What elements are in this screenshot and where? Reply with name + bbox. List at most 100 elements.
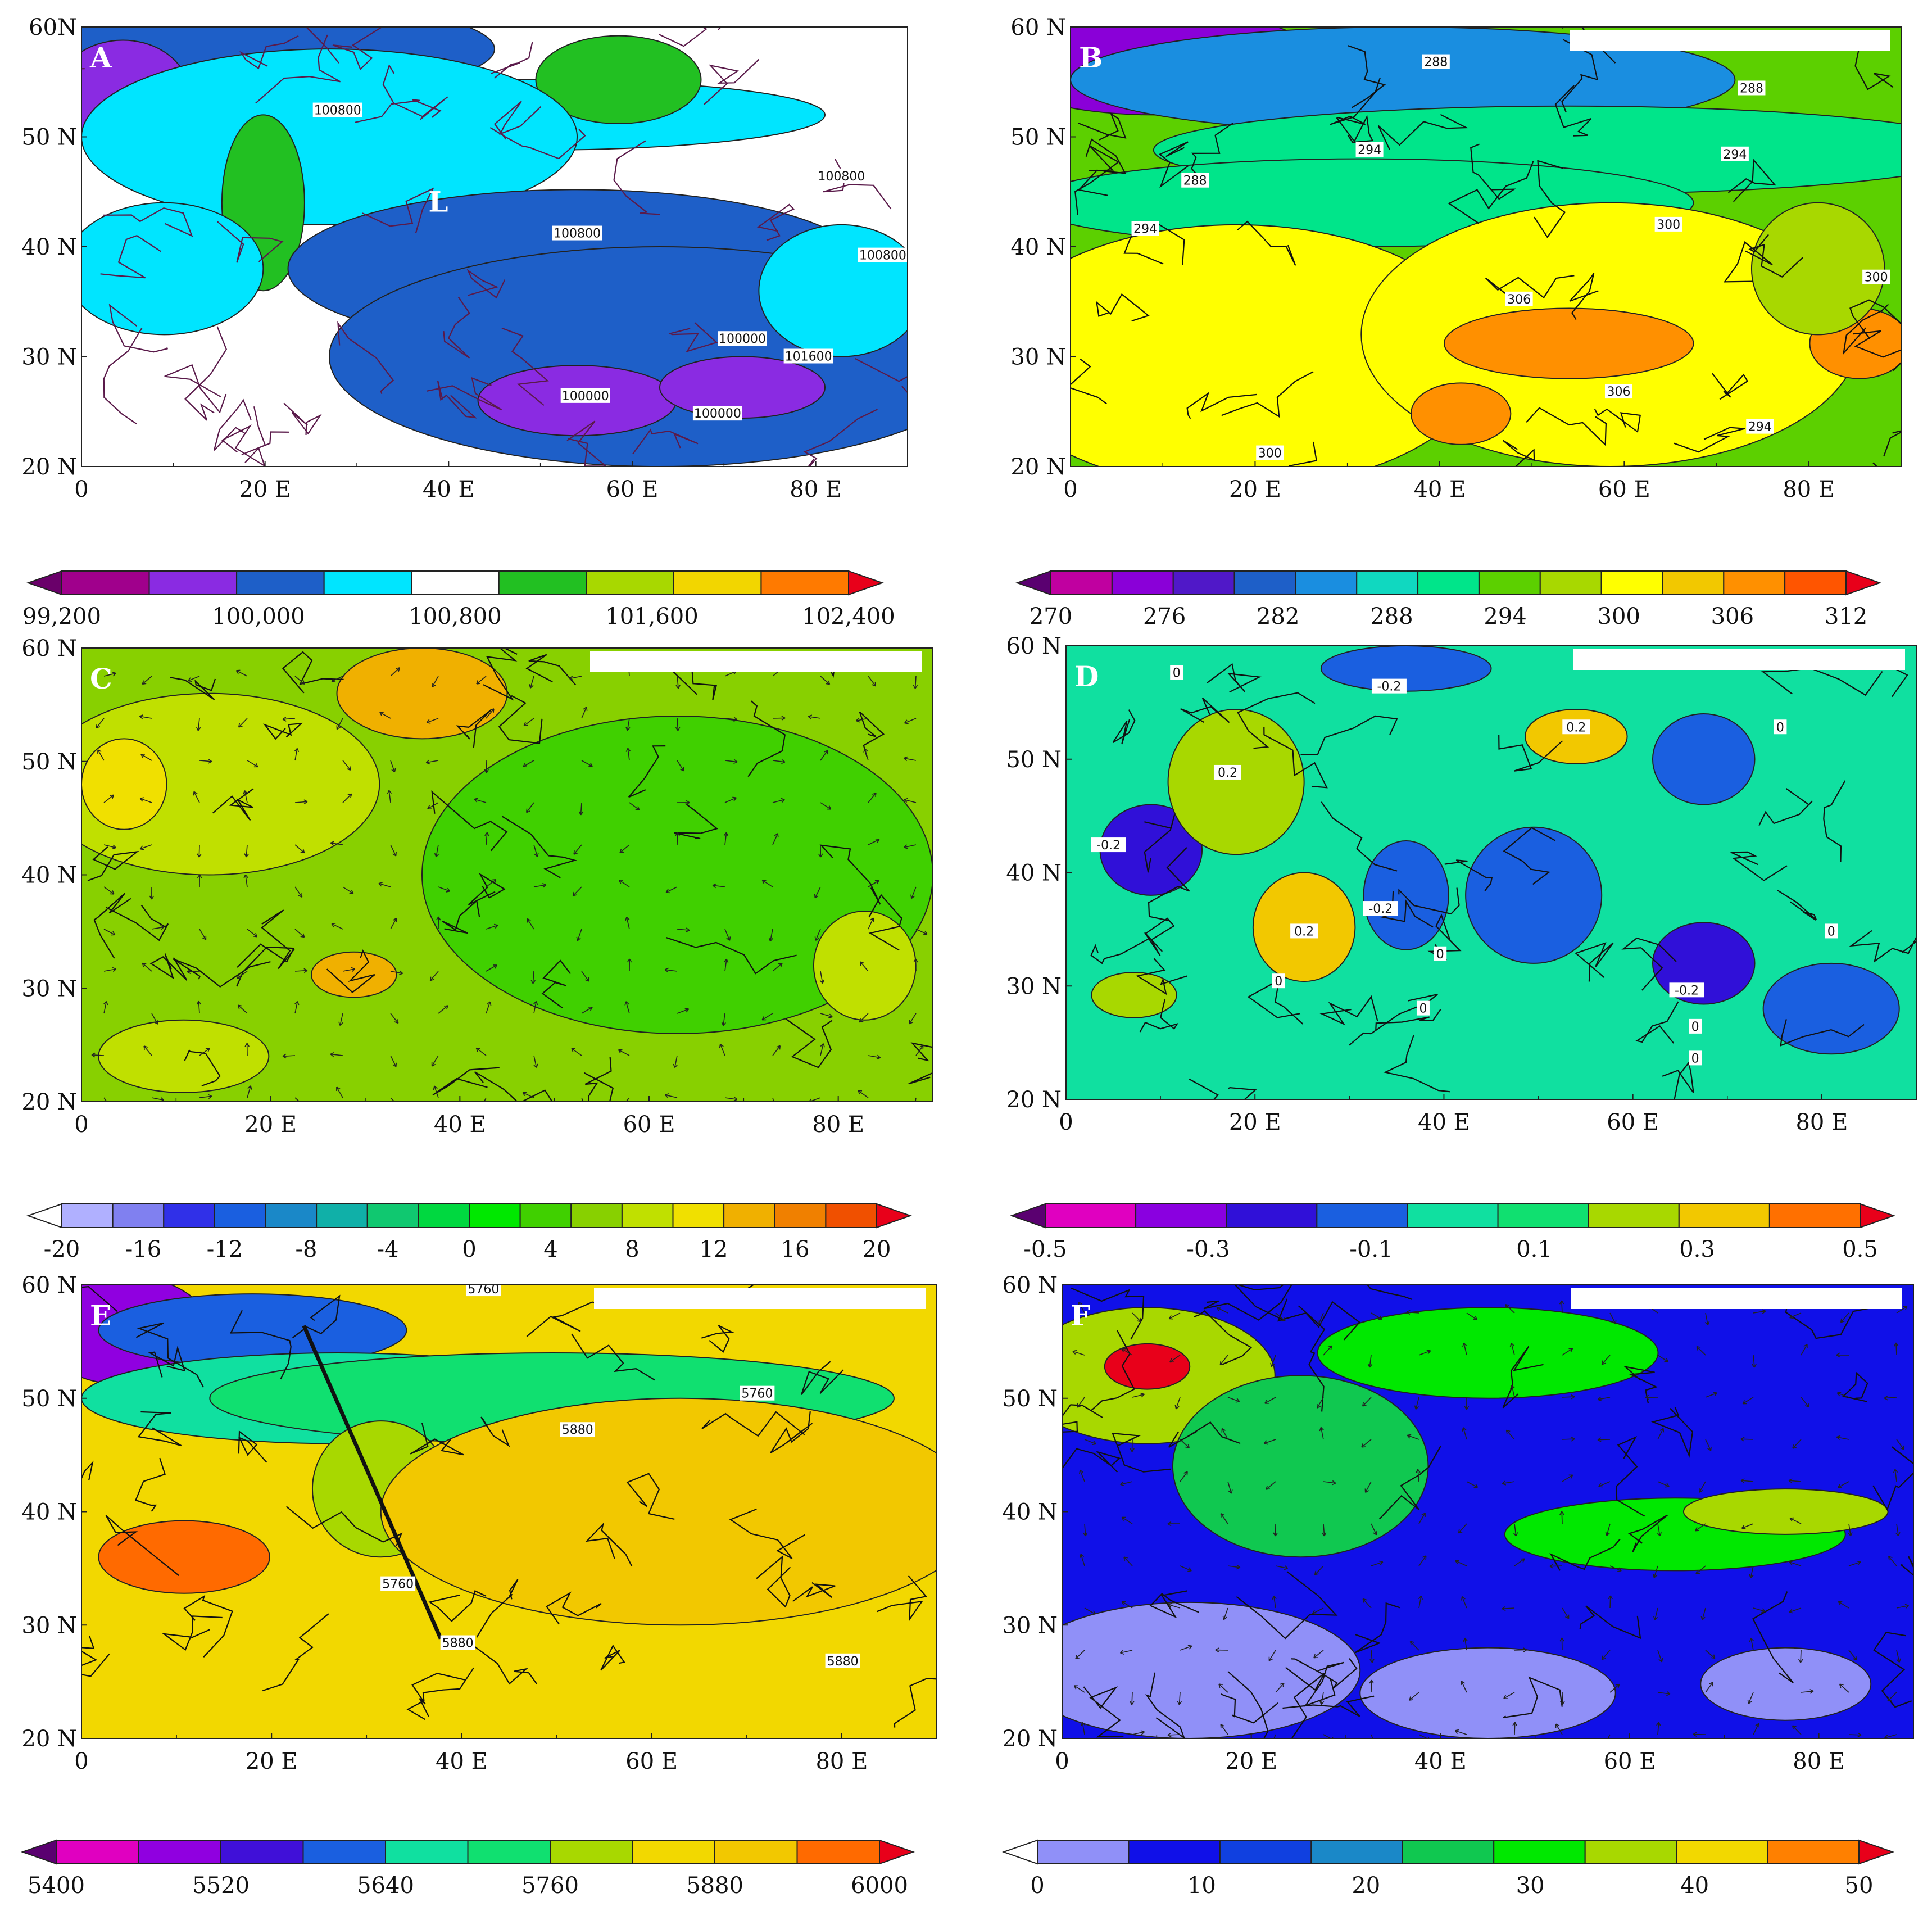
wind-vector-head: [1559, 1300, 1564, 1305]
wind-vector: [1792, 1725, 1802, 1735]
contour-label-box: [312, 102, 362, 117]
map-field: 100800 100800 100800 100800 101600 100000 1000…: [81, 27, 908, 467]
wind-vector-head: [910, 894, 915, 899]
country-border: [585, 1522, 633, 1566]
colorbar-tick-label: 102,400: [802, 604, 895, 630]
lat-tick-label: 50 N: [21, 749, 77, 775]
wind-vector: [1121, 1601, 1133, 1609]
wind-vector-head: [139, 714, 144, 719]
wind-vector: [1801, 1690, 1813, 1693]
country-border: [1300, 715, 1398, 755]
wind-vector-head: [859, 1018, 864, 1023]
lon-tick-label: 0: [74, 477, 88, 502]
wind-vector-head: [336, 1086, 341, 1091]
wind-vector: [1748, 1692, 1754, 1704]
field-region: [1465, 826, 1603, 964]
wind-vector-head: [1426, 1350, 1431, 1355]
colorbar-swatch: [1310, 1840, 1403, 1864]
country-border: [1071, 1287, 1145, 1340]
wind-vector-head: [1121, 1601, 1126, 1605]
lon-tick-label: 80 E: [812, 1112, 864, 1138]
wind-vector-head: [875, 838, 880, 843]
country-border: [103, 207, 193, 237]
wind-vector: [677, 832, 678, 845]
wind-vector-head: [923, 930, 928, 935]
colorbar-swatch: [265, 1203, 318, 1228]
contour-label-box: [380, 1576, 416, 1591]
wind-vector: [1742, 1397, 1754, 1405]
wind-vector-head: [1317, 1320, 1322, 1325]
country-border: [756, 203, 795, 241]
wind-vector-head: [1510, 1384, 1515, 1389]
country-border: [1534, 160, 1566, 238]
wind-vector: [1503, 1692, 1515, 1699]
contour-label: -0.2: [1096, 839, 1121, 853]
colorbar-tick-label: 20: [1352, 1873, 1380, 1899]
wind-vector: [1132, 1393, 1145, 1398]
wind-vector-head: [392, 917, 397, 922]
wind-vector: [1848, 1561, 1861, 1566]
country-border: [1145, 1672, 1185, 1738]
contour-label-box: [1825, 923, 1838, 939]
country-border: [770, 1411, 813, 1453]
colorbar-max-arrow: [876, 1203, 913, 1229]
country-border: [1712, 373, 1749, 400]
wind-vector-head: [909, 1020, 913, 1025]
country-border: [526, 1301, 605, 1337]
country-border: [546, 1591, 602, 1625]
wind-vector-head: [904, 719, 909, 724]
wind-vector: [426, 760, 439, 763]
country-border: [1304, 1661, 1344, 1707]
wind-vector: [151, 926, 164, 930]
wind-vector-head: [193, 791, 198, 796]
country-border: [1289, 441, 1317, 467]
lon-tick-label: 60 E: [1598, 477, 1650, 502]
wind-vector-head: [351, 967, 356, 972]
contour-label: 0: [1275, 975, 1282, 989]
wind-vector-head: [149, 895, 155, 900]
wind-vector: [860, 961, 869, 972]
wind-vector: [1895, 1342, 1897, 1356]
country-border: [292, 1294, 341, 1338]
field-region: [1444, 307, 1694, 379]
wind-vector: [486, 879, 497, 887]
contour-label: 0.2: [1218, 766, 1237, 780]
wind-vector-head: [686, 800, 690, 805]
contour-label: -0.2: [1368, 902, 1393, 916]
contour-label-box: [858, 247, 908, 262]
colorbar-tick-label: 300: [1598, 604, 1640, 630]
wind-vector: [1598, 1481, 1611, 1487]
wind-vector-head: [530, 980, 536, 984]
country-border: [1227, 1670, 1269, 1738]
country-border: [217, 221, 284, 263]
lat-tick-label: 60 N: [1006, 633, 1062, 659]
wind-vector: [1120, 1650, 1133, 1654]
wind-vector-head: [1713, 1392, 1718, 1397]
colorbar-swatch: [1539, 570, 1602, 595]
contour-label-box: [1654, 216, 1682, 232]
wind-vector: [247, 1085, 251, 1098]
colorbar-tick-label: 312: [1825, 604, 1867, 630]
country-border: [819, 844, 881, 905]
panel-b: 288 288 288 294 294 294 300 300 300 306 306 294 B 20 …: [1010, 15, 1902, 630]
colorbar-swatch: [632, 1840, 715, 1864]
lon-tick-label: 60 E: [623, 1112, 675, 1138]
wind-vector-head: [1092, 1441, 1097, 1446]
country-border: [1189, 1078, 1257, 1099]
colorbar-swatch: [1407, 1203, 1499, 1228]
colorbar-swatch: [236, 570, 325, 595]
wind-vector: [1505, 1429, 1515, 1440]
wind-vector: [1657, 1650, 1662, 1663]
wind-vector: [294, 748, 298, 761]
wind-vector-head: [1761, 1608, 1766, 1613]
wind-vector-head: [1657, 1532, 1662, 1537]
wind-vector-head: [1364, 1488, 1369, 1493]
wind-vector-head: [111, 931, 116, 936]
wind-vector-head: [1407, 1434, 1412, 1439]
country-border: [1843, 304, 1889, 355]
country-border: [600, 1644, 625, 1671]
contour-label-box: [1131, 221, 1159, 236]
wind-vector-head: [1612, 1320, 1617, 1325]
panel-label: C: [90, 662, 112, 695]
contour-label: 288: [1183, 174, 1207, 188]
